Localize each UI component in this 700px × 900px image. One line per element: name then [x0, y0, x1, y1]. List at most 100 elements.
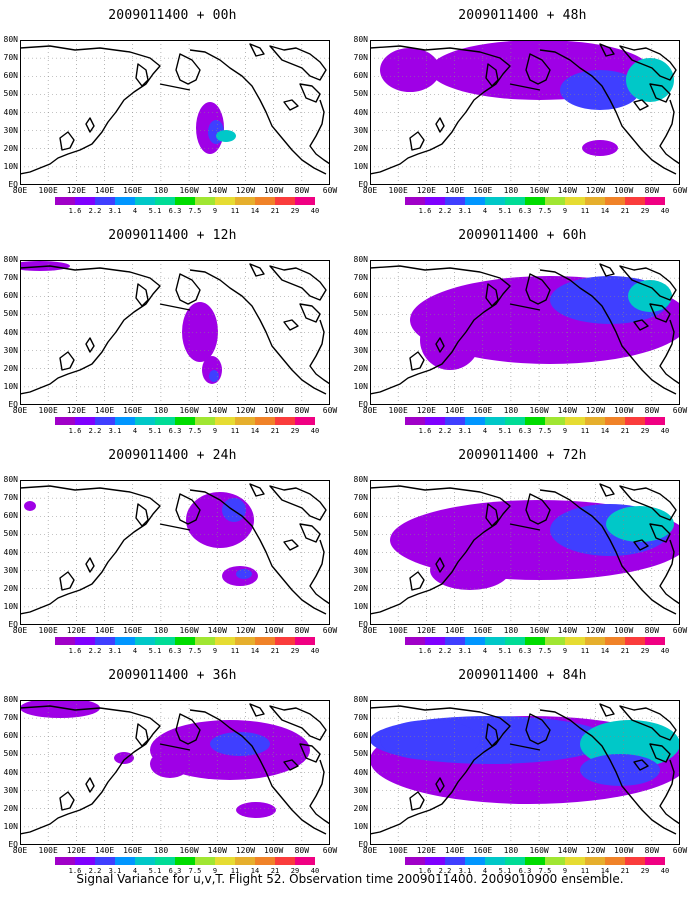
- legend-label: 1.6: [68, 867, 82, 875]
- legend-swatch: [465, 197, 485, 205]
- lat-tick-label: 70N: [3, 273, 18, 283]
- coastline: [283, 319, 299, 331]
- coastline: [539, 709, 677, 835]
- coastline: [175, 273, 201, 305]
- lon-tick-label: 80W: [644, 186, 660, 195]
- legend-label: 7.5: [188, 647, 202, 655]
- lon-tick-label: 60W: [322, 846, 338, 855]
- lat-tick-label: 10N: [353, 381, 368, 391]
- lon-tick-label: 80E: [362, 846, 378, 855]
- variance-region: [114, 752, 134, 764]
- lon-tick-label: 180: [503, 846, 519, 855]
- legend-swatch: [445, 857, 465, 865]
- legend-swatch: [445, 197, 465, 205]
- legend-swatch: [135, 857, 155, 865]
- legend-label: 2.2: [438, 427, 452, 435]
- legend-swatch: [275, 857, 295, 865]
- lat-tick-label: 30N: [3, 565, 18, 575]
- lon-tick-label: 140E: [94, 406, 115, 415]
- lat-tick-label: 80N: [353, 475, 368, 484]
- legend-swatch: [505, 637, 525, 645]
- lon-tick-label: 120E: [66, 186, 86, 195]
- legend-swatch: [155, 197, 175, 205]
- variance-region: [236, 802, 276, 818]
- lon-tick-label: 180: [503, 626, 519, 635]
- coastline: [370, 45, 511, 175]
- legend-label: 3.1: [458, 867, 472, 875]
- legend-label: 40: [310, 647, 320, 655]
- legend-label: 2.2: [88, 647, 102, 655]
- legend-label: 11: [580, 207, 590, 215]
- variance-region: [24, 501, 36, 511]
- lon-tick-label: 60W: [322, 406, 338, 415]
- map-frame: [370, 260, 680, 405]
- lat-tick-label: EQ: [358, 180, 368, 189]
- lon-tick-label: 120W: [585, 406, 606, 415]
- legend-swatch: [405, 857, 425, 865]
- lon-tick-label: 140W: [207, 626, 227, 635]
- lat-tick-label: 70N: [353, 53, 368, 63]
- variance-region: [182, 302, 218, 362]
- lat-tick-label: 20N: [3, 803, 18, 813]
- lon-tick-label: 120W: [235, 626, 256, 635]
- legend-swatch: [55, 857, 75, 865]
- variance-region: [20, 700, 100, 718]
- legend-swatch: [525, 637, 545, 645]
- panel-title: 2009011400 + 36h: [108, 668, 237, 683]
- lon-tick-label: 120E: [416, 626, 436, 635]
- map-frame: [370, 480, 680, 625]
- lat-tick-label: 30N: [3, 345, 18, 355]
- map-frame: [370, 700, 680, 845]
- coastline: [269, 705, 327, 741]
- coastline: [525, 493, 551, 525]
- legend-swatch: [235, 637, 255, 645]
- coastline: [299, 743, 321, 763]
- legend-label: 3.1: [108, 427, 122, 435]
- coastline: [189, 269, 327, 395]
- lat-tick-label: 30N: [353, 125, 368, 135]
- coastline: [309, 319, 330, 385]
- lat-tick-label: 40N: [353, 547, 368, 557]
- lon-tick-label: 160E: [473, 406, 493, 415]
- lon-tick-label: 60W: [672, 846, 688, 855]
- panel-title: 2009011400 + 00h: [108, 8, 237, 23]
- lat-tick-label: 50N: [3, 309, 18, 319]
- legend-label: 1.6: [418, 207, 432, 215]
- legend-label: 5.1: [498, 427, 512, 435]
- coastline: [159, 743, 191, 751]
- legend-swatch: [585, 637, 605, 645]
- figure-caption: Signal Variance for u,v,T. Flight 52. Ob…: [76, 872, 624, 886]
- legend-swatch: [175, 857, 195, 865]
- coastline: [525, 273, 551, 305]
- legend-label: 5.1: [498, 647, 512, 655]
- lon-tick-label: 160E: [123, 846, 143, 855]
- lon-tick-label: 80E: [362, 406, 378, 415]
- coastline: [175, 713, 201, 745]
- coastline: [509, 743, 541, 751]
- lat-tick-label: 30N: [353, 565, 368, 575]
- legend-label: 2.2: [438, 207, 452, 215]
- legend-label: 29: [640, 647, 650, 655]
- legend-swatch: [425, 417, 445, 425]
- lon-tick-label: 140W: [207, 406, 227, 415]
- coastline: [309, 759, 330, 825]
- lat-tick-label: 40N: [3, 767, 18, 777]
- legend-swatch: [115, 637, 135, 645]
- legend-swatch: [505, 857, 525, 865]
- coastline: [249, 43, 265, 57]
- legend-swatch: [465, 637, 485, 645]
- lat-tick-label: 80N: [3, 695, 18, 704]
- lon-tick-label: 140E: [94, 846, 115, 855]
- legend-swatch: [115, 197, 135, 205]
- panel-title: 2009011400 + 60h: [458, 228, 587, 243]
- lon-tick-label: 120W: [585, 186, 606, 195]
- lat-tick-label: 60N: [353, 291, 368, 301]
- coastline: [435, 777, 445, 793]
- legend-label: 29: [640, 427, 650, 435]
- legend-label: 21: [620, 207, 630, 215]
- legend-label: 4: [482, 207, 488, 215]
- coastline: [85, 117, 95, 133]
- lat-tick-label: 70N: [3, 53, 18, 63]
- legend-swatch: [525, 197, 545, 205]
- coastline: [85, 557, 95, 573]
